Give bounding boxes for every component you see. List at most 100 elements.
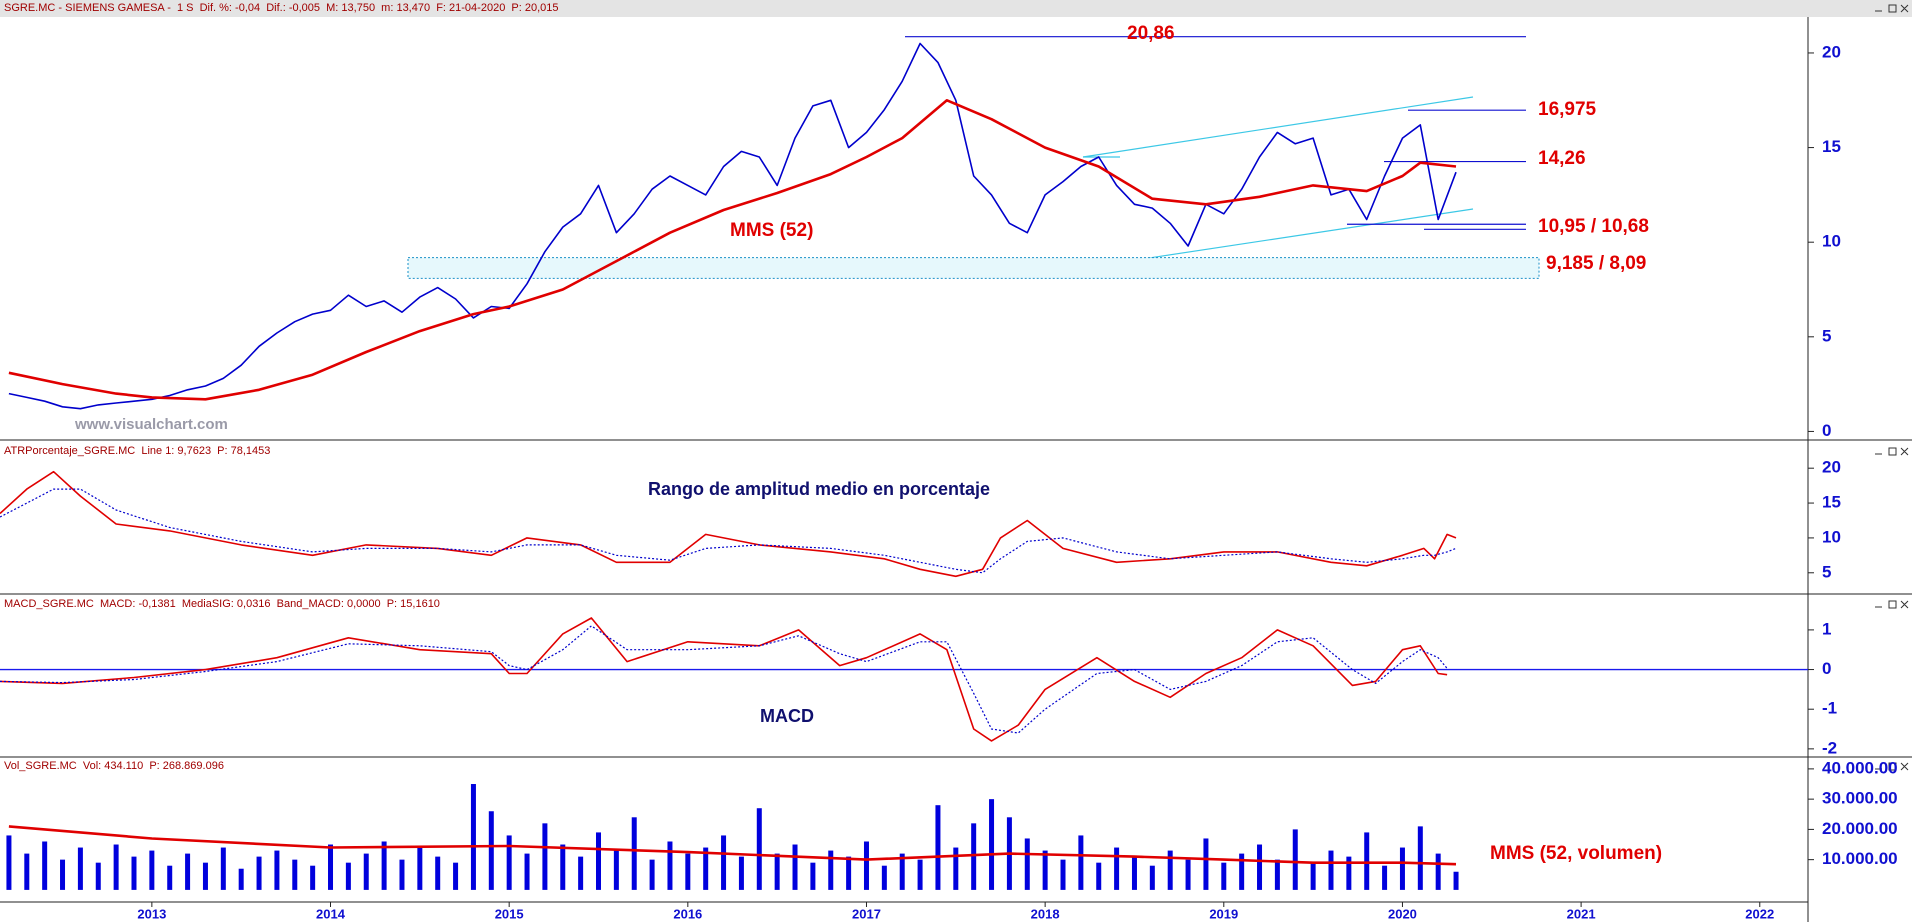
volume-bar [578, 856, 584, 890]
volume-bar [310, 865, 316, 890]
y-tick-label: 0 [1822, 659, 1831, 678]
volume-bar [703, 847, 709, 890]
x-tick-label: 2013 [137, 906, 166, 921]
x-tick-label: 2016 [673, 906, 702, 921]
volume-bar [1167, 850, 1173, 890]
volume-bar [1221, 862, 1227, 890]
panel-plot [8, 36, 1540, 410]
volume-bar [810, 862, 816, 890]
volume-bar [1060, 859, 1066, 890]
panel-plot [0, 470, 1457, 578]
y-tick-label: 30.000.00 [1822, 789, 1898, 808]
y-tick-label: 1 [1822, 619, 1831, 638]
volume-bar [274, 850, 280, 890]
volume-bar [435, 856, 441, 890]
volume-bar [1292, 829, 1298, 890]
panel-header: Vol_SGRE.MC Vol: 434.110 P: 268.869.096 [4, 760, 224, 772]
volume-bar [953, 847, 959, 890]
x-tick-label: 2014 [316, 906, 346, 921]
volume-bar [167, 865, 173, 890]
y-tick-label: 20.000.00 [1822, 819, 1898, 838]
signal-line [0, 625, 1448, 734]
volume-bar [971, 823, 977, 890]
trend-channel [1082, 96, 1474, 269]
series-line [0, 470, 1457, 578]
x-tick-label: 2018 [1031, 906, 1060, 921]
y-tick-label: 10.000.00 [1822, 849, 1898, 868]
level-label: 9,185 / 8,09 [1546, 253, 1646, 274]
volume-bar [863, 841, 869, 890]
volume-bar [238, 868, 244, 890]
y-tick-label: 0 [1822, 421, 1831, 440]
volume-bar [1131, 856, 1137, 890]
panel-header: SGRE.MC - SIEMENS GAMESA - 1 S Dif. %: -… [4, 2, 559, 14]
volume-bar [721, 835, 727, 890]
level-label: 16,975 [1538, 99, 1597, 120]
volume-bar [24, 853, 30, 890]
volume-bar [738, 856, 744, 890]
volume-bar [1257, 844, 1263, 890]
volume-bar [453, 862, 459, 890]
series-label: MMS (52, volumen) [1490, 843, 1662, 864]
volume-bar [1382, 865, 1388, 890]
volume-bar [95, 862, 101, 890]
volume-bar [1096, 862, 1102, 890]
x-tick-label: 2015 [495, 906, 524, 921]
panel-title: Rango de amplitud medio en porcentaje [648, 479, 990, 499]
volume-bar [774, 853, 780, 890]
volume-bar [1239, 853, 1245, 890]
volume-bar [542, 823, 548, 890]
volume-bar [488, 811, 494, 890]
volume-bar [363, 853, 369, 890]
volume-bar [220, 847, 226, 890]
volume-bar [1310, 862, 1316, 890]
y-tick-label: 40.000.00 [1822, 758, 1898, 777]
series-line [8, 825, 1457, 866]
volume-bar [1024, 838, 1030, 890]
volume-bar [935, 805, 941, 890]
x-tick-label: 2021 [1567, 906, 1596, 921]
volume-bar [1149, 865, 1155, 890]
level-label: 20,86 [1127, 23, 1175, 44]
volume-bar [60, 859, 66, 890]
series-label: MMS (52) [730, 220, 813, 241]
volume-bar [613, 850, 619, 890]
watermark: www.visualchart.com [74, 416, 228, 433]
panel-header: ATRPorcentaje_SGRE.MC Line 1: 9,7623 P: … [4, 445, 270, 457]
panel-plot [0, 617, 1808, 742]
volume-bar [77, 847, 83, 890]
volume-bar [917, 859, 923, 890]
volume-bar [881, 865, 887, 890]
panel-plot [6, 784, 1459, 890]
volume-bar [756, 808, 762, 890]
volume-bar [113, 844, 119, 890]
x-tick-label: 2020 [1388, 906, 1417, 921]
volume-bar [1417, 826, 1423, 890]
volume-bar [399, 859, 405, 890]
signal-line [0, 488, 1457, 574]
panel-header: MACD_SGRE.MC MACD: -0,1381 MediaSIG: 0,0… [4, 598, 440, 610]
volume-bar [185, 853, 191, 890]
volume-bar [256, 856, 262, 890]
y-tick-label: 15 [1822, 137, 1841, 156]
support-zone [407, 257, 1540, 279]
volume-bar [1185, 859, 1191, 890]
level-label: 14,26 [1538, 148, 1586, 169]
y-tick-label: 15 [1822, 493, 1841, 512]
volume-bar [1399, 847, 1405, 890]
volume-bar [1114, 847, 1120, 890]
volume-bar [42, 841, 48, 890]
volume-bar [1274, 859, 1280, 890]
volume-bar [328, 844, 334, 890]
volume-bar [792, 844, 798, 890]
volume-bar [292, 859, 298, 890]
x-tick-label: 2017 [852, 906, 881, 921]
volume-bar [989, 799, 995, 890]
series-line [8, 42, 1457, 410]
volume-bar [1328, 850, 1334, 890]
y-tick-label: 5 [1822, 326, 1831, 345]
x-tick-label: 2022 [1745, 906, 1774, 921]
volume-bar [899, 853, 905, 890]
volume-bar [846, 856, 852, 890]
series-line [8, 99, 1457, 401]
